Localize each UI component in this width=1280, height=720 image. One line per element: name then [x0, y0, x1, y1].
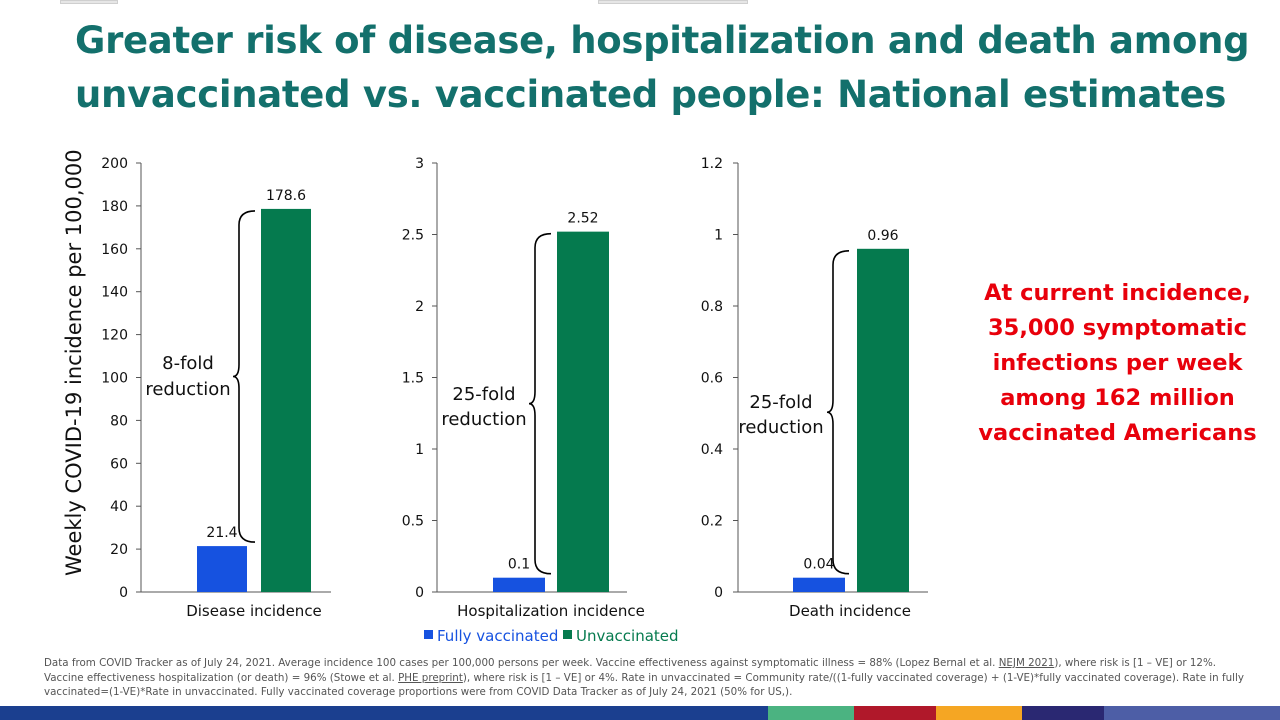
fold-brace — [528, 232, 552, 575]
bar — [557, 231, 609, 592]
fold-label: 25-fold — [749, 392, 812, 413]
y-tick-label: 0.4 — [701, 442, 723, 458]
x-category-label: Death incidence — [789, 602, 911, 620]
y-tick-label: 160 — [101, 242, 128, 258]
y-tick-label: 140 — [101, 285, 128, 301]
fold-label: reduction — [738, 417, 823, 438]
y-tick-label: 2.5 — [402, 228, 424, 244]
y-tick-label: 2 — [415, 299, 424, 315]
callout-text: At current incidence, 35,000 symptomatic… — [975, 276, 1260, 451]
bottom-bar-segment — [936, 706, 1022, 720]
data-label: 21.4 — [206, 525, 237, 541]
legend-swatch-fully-vaccinated — [424, 630, 433, 639]
fold-label: 8-fold — [162, 353, 214, 374]
slide-title: Greater risk of disease, hospitalization… — [75, 14, 1255, 122]
footnote-text: Data from COVID Tracker as of July 24, 2… — [44, 657, 999, 669]
callout-line: infections per week — [992, 350, 1243, 376]
y-tick-label: 1.5 — [402, 371, 424, 387]
y-tick-label: 0 — [119, 585, 128, 601]
fold-label: reduction — [145, 379, 230, 400]
y-tick-label: 0 — [714, 585, 723, 601]
y-tick-label: 40 — [110, 499, 128, 515]
callout-line: vaccinated Americans — [978, 420, 1257, 446]
bar — [793, 577, 845, 592]
y-tick-label: 120 — [101, 328, 128, 344]
y-tick-label: 0.6 — [701, 371, 723, 387]
legend-swatch-unvaccinated — [563, 630, 572, 639]
bottom-bar-segment — [560, 706, 768, 720]
fold-brace — [232, 210, 256, 543]
footnote-text: ), where risk is [1 – VE] or 4%. Rate in… — [44, 671, 1244, 699]
data-label: 0.04 — [803, 557, 834, 573]
top-strip-tab — [60, 0, 118, 4]
bottom-bar-segment — [1022, 706, 1104, 720]
bar — [857, 248, 909, 593]
phe-preprint-link[interactable]: PHE preprint — [398, 671, 463, 684]
y-tick-label: 100 — [101, 371, 128, 387]
bottom-bar-segment — [1104, 706, 1280, 720]
bottom-bar-segment — [768, 706, 854, 720]
bar — [197, 546, 247, 592]
bottom-bar-segment — [0, 706, 560, 720]
bar — [261, 208, 311, 592]
y-tick-label: 1 — [415, 442, 424, 458]
data-label: 0.96 — [867, 228, 898, 244]
y-tick-label: 0.5 — [402, 514, 424, 530]
callout-line: At current incidence, — [984, 280, 1251, 306]
data-label: 178.6 — [266, 188, 306, 204]
top-window-strip — [0, 0, 1280, 4]
bar — [493, 577, 545, 592]
y-tick-label: 60 — [110, 456, 128, 472]
callout-line: among 162 million — [1000, 385, 1235, 411]
slide-title-line-2: unvaccinated vs. vaccinated people: Nati… — [75, 73, 1227, 116]
x-category-label: Disease incidence — [186, 602, 322, 620]
y-tick-label: 0.8 — [701, 299, 723, 315]
slide-title-line-1: Greater risk of disease, hospitalization… — [75, 19, 1250, 62]
nejm-citation-link[interactable]: NEJM 2021 — [998, 657, 1055, 669]
y-tick-label: 1 — [714, 228, 723, 244]
legend-label-unvaccinated: Unvaccinated — [576, 627, 679, 645]
bottom-color-bar — [0, 706, 1280, 720]
y-tick-label: 20 — [110, 542, 128, 558]
bottom-bar-segment — [854, 706, 936, 720]
bar-charts: 02040608010012014016018020021.4178.68-fo… — [101, 156, 928, 645]
y-tick-label: 0 — [415, 585, 424, 601]
x-category-label: Hospitalization incidence — [457, 602, 645, 620]
y-tick-label: 0.2 — [701, 514, 723, 530]
data-label: 2.52 — [567, 211, 598, 227]
data-label: 0.1 — [508, 557, 530, 573]
y-tick-label: 180 — [101, 199, 128, 215]
legend-label-fully-vaccinated: Fully vaccinated — [437, 627, 558, 645]
y-tick-label: 1.2 — [701, 156, 723, 172]
fold-label: 25-fold — [452, 384, 515, 405]
footnote: Data from COVID Tracker as of July 24, 2… — [44, 656, 1244, 700]
fold-label: reduction — [441, 409, 526, 430]
y-tick-label: 200 — [101, 156, 128, 172]
fold-brace — [826, 250, 850, 575]
y-tick-label: 80 — [110, 413, 128, 429]
footnote-text: ), where risk is [1 – VE] or 12%. Vaccin… — [44, 657, 1217, 684]
y-tick-label: 3 — [415, 156, 424, 172]
top-strip-tab — [598, 0, 748, 4]
callout-line: 35,000 symptomatic — [988, 315, 1247, 341]
